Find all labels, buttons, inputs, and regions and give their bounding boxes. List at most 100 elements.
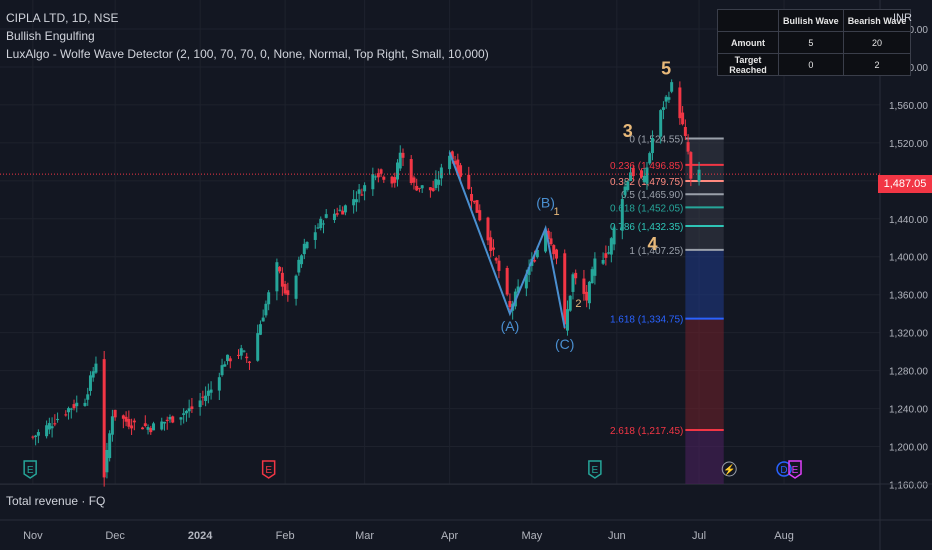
candle-body	[428, 187, 432, 191]
candle-body	[415, 185, 419, 191]
candle-body	[335, 213, 339, 215]
candle-body	[409, 159, 413, 184]
indicator-wolfe-wave[interactable]: LuxAlgo - Wolfe Wave Detector (2, 100, 7…	[6, 47, 489, 61]
candle-body	[604, 253, 608, 258]
stats-value: 5	[778, 31, 844, 54]
candle-body	[648, 153, 652, 164]
candle-body	[667, 97, 671, 100]
fib-level-label: 1 (1,407.25)	[629, 246, 683, 257]
candle-body	[321, 223, 325, 225]
candle-body	[527, 267, 531, 275]
revenue-pane-label[interactable]: Total revenue · FQ	[6, 494, 106, 508]
candle-body	[91, 371, 95, 378]
candle-body	[593, 258, 597, 276]
candle-body	[587, 281, 591, 304]
candle-body	[535, 249, 539, 258]
candle-body	[108, 433, 112, 459]
candle-body	[431, 188, 435, 192]
stats-col-bullish: Bullish Wave	[778, 9, 844, 32]
candle-body	[439, 167, 443, 179]
x-tick-label: Apr	[441, 530, 458, 542]
x-tick-label: Mar	[355, 530, 374, 542]
candle-body	[319, 218, 323, 229]
candle-body	[245, 356, 249, 359]
candle-body	[565, 309, 569, 331]
candle-body	[302, 243, 306, 255]
event-marker-label: E	[792, 465, 799, 476]
candle-body	[376, 173, 380, 178]
candle-body	[105, 450, 109, 473]
candle-body	[612, 227, 616, 245]
x-tick-label: 2024	[188, 530, 213, 542]
candle-body	[645, 167, 649, 184]
candle-body	[664, 96, 668, 102]
current-price-badge: 1,487.05	[878, 175, 932, 193]
candle-body	[472, 200, 476, 203]
x-tick-label: Feb	[276, 530, 295, 542]
fib-zone-red	[685, 318, 724, 430]
candle-body	[130, 425, 134, 429]
candle-body	[459, 165, 463, 177]
candle-body	[475, 200, 479, 213]
event-marker-label: E	[27, 465, 34, 476]
candle-body	[642, 175, 646, 183]
candle-body	[456, 159, 460, 174]
candle-body	[184, 411, 188, 414]
stats-value: 20	[842, 31, 912, 54]
currency-label[interactable]: INR	[893, 12, 912, 24]
candle-body	[162, 421, 166, 424]
symbol-title[interactable]: CIPLA LTD, 1D, NSE	[6, 11, 119, 25]
candle-body	[124, 416, 128, 422]
candle-body	[568, 295, 572, 311]
candle-body	[354, 199, 358, 203]
candle-body	[300, 255, 304, 265]
indicator-bullish-engulfing[interactable]: Bullish Engulfing	[6, 29, 95, 43]
stats-value: 0	[778, 53, 844, 76]
candle-body	[434, 179, 438, 189]
wave-label: 4	[647, 234, 657, 254]
candle-body	[417, 187, 421, 189]
candle-body	[94, 363, 98, 373]
candle-body	[661, 107, 665, 110]
x-tick-label: Aug	[774, 530, 794, 542]
fib-level-label: 1.618 (1,334.75)	[610, 315, 683, 326]
candle-body	[146, 427, 150, 430]
candle-body	[571, 274, 575, 292]
stats-corner	[717, 9, 779, 32]
x-tick-label: Jul	[692, 530, 706, 542]
candle-body	[590, 269, 594, 284]
candle-body	[36, 432, 40, 436]
candle-body	[223, 364, 227, 367]
candle-body	[341, 210, 345, 215]
candle-body	[179, 417, 183, 420]
event-marker-label: ⚡	[723, 463, 735, 476]
candle-body	[401, 152, 405, 158]
candle-body	[450, 151, 454, 160]
candle-body	[121, 415, 125, 419]
candle-body	[497, 260, 501, 271]
candle-body	[453, 160, 457, 165]
candle-body	[226, 354, 230, 362]
wave-label: (A)	[501, 318, 520, 334]
candle-body	[574, 272, 578, 279]
candle-body	[609, 238, 613, 255]
candle-body	[237, 354, 241, 356]
fib-zone-blue	[685, 249, 724, 319]
candle-body	[697, 169, 701, 182]
candle-body	[390, 176, 394, 184]
candle-body	[689, 152, 693, 179]
candle-body	[324, 214, 328, 218]
candle-body	[544, 229, 548, 252]
earnings-badge	[588, 460, 602, 479]
candle-body	[220, 365, 224, 376]
event-marker: E	[588, 460, 602, 479]
candle-body	[555, 249, 559, 259]
candle-body	[371, 174, 375, 190]
candle-body	[626, 181, 630, 191]
candle-body	[363, 185, 367, 192]
candle-body	[209, 389, 213, 393]
candle-body	[489, 237, 493, 251]
candle-body	[563, 253, 567, 325]
candle-body	[360, 194, 364, 196]
